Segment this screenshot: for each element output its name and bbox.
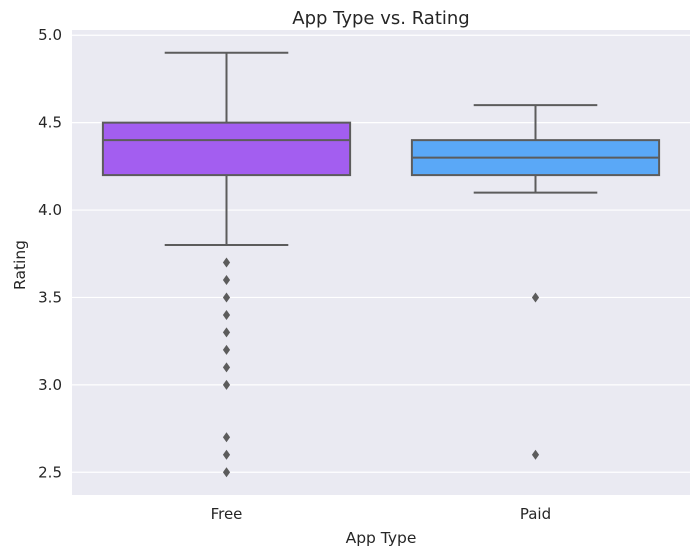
x-tick-label: Free: [211, 505, 243, 523]
outlier-point: [222, 379, 231, 390]
outlier-point: [222, 292, 231, 303]
outlier-point: [222, 309, 231, 320]
y-tick-label: 4.5: [38, 114, 62, 132]
y-axis: 2.5 3.0 3.5 4.0 4.5 5.0: [38, 26, 62, 481]
y-tick-label: 3.0: [38, 376, 62, 394]
chart-title: App Type vs. Rating: [292, 8, 469, 29]
outlier-point: [222, 274, 231, 285]
outlier-point: [222, 432, 231, 443]
outlier-point: [222, 467, 231, 478]
y-axis-label: Rating: [11, 240, 29, 290]
outlier-point: [222, 257, 231, 268]
x-axis: Free Paid: [211, 505, 552, 523]
outlier-point: [222, 327, 231, 338]
box-free: [101, 51, 352, 478]
x-tick-label: Paid: [520, 505, 551, 523]
y-tick-label: 2.5: [38, 463, 62, 481]
y-tick-label: 3.5: [38, 288, 62, 306]
plot-area: [72, 30, 690, 495]
outlier-point: [531, 449, 540, 460]
iqr-box: [101, 121, 352, 177]
x-axis-label: App Type: [346, 529, 417, 547]
boxes-layer: [101, 51, 661, 478]
outlier-point: [222, 449, 231, 460]
y-tick-label: 4.0: [38, 201, 62, 219]
outlier-point: [222, 362, 231, 373]
outlier-point: [531, 292, 540, 303]
y-tick-label: 5.0: [38, 26, 62, 44]
box-paid: [410, 104, 661, 460]
outlier-point: [222, 344, 231, 355]
